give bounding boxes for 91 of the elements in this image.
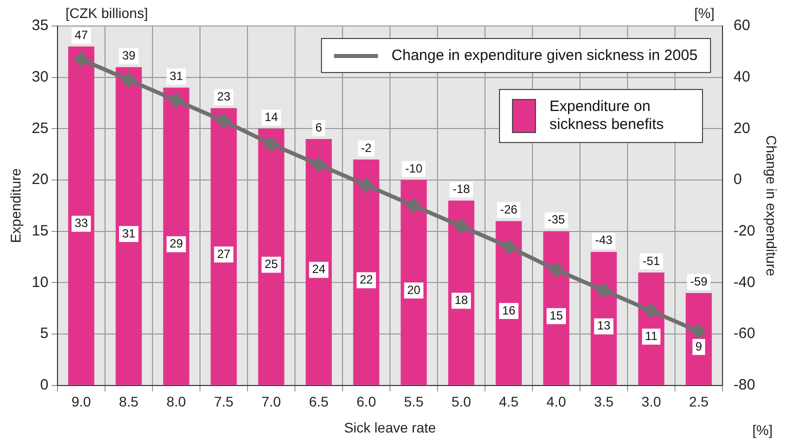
data-label: -59	[690, 274, 708, 288]
y-tick-label: 10	[32, 274, 48, 291]
y-axis-title: Expenditure	[7, 168, 24, 244]
data-label: 20	[407, 282, 421, 297]
x-axis-title: Sick leave rate	[344, 419, 436, 436]
data-label: 33	[74, 216, 88, 230]
x-tick-label: 5.0	[452, 394, 472, 410]
point	[312, 158, 326, 172]
x-tick-label: 9.0	[72, 394, 92, 410]
point	[692, 324, 706, 338]
data-label: 47	[74, 28, 88, 42]
bar	[400, 180, 427, 385]
data-label: -35	[548, 212, 566, 227]
y-tick-label: 5	[40, 325, 48, 342]
data-label: 23	[217, 89, 231, 104]
point	[74, 52, 88, 66]
y2-tick-label: -60	[734, 325, 756, 342]
x-tick-label: 6.0	[356, 394, 376, 410]
point	[122, 72, 136, 87]
legend-label: Expenditure on sickness benefits	[550, 98, 665, 134]
y2-tick-label: -20	[734, 222, 756, 240]
data-label: 13	[597, 318, 611, 333]
data-label: 27	[217, 246, 231, 261]
data-label: 9	[695, 339, 702, 354]
point	[454, 219, 468, 234]
y2-tick-label: 60	[734, 17, 750, 34]
x-tick-label: 8.5	[119, 394, 139, 410]
y2-tick-label: -40	[734, 274, 756, 291]
data-label: 24	[312, 262, 326, 276]
data-label: 15	[550, 308, 564, 322]
data-label: 22	[360, 272, 374, 287]
y2-tick-label: -80	[734, 376, 756, 394]
x-tick-label: 5.5	[404, 394, 424, 410]
bar	[210, 108, 237, 385]
bar	[116, 67, 142, 385]
y-tick-label: 25	[32, 120, 48, 137]
data-label: 6	[315, 120, 322, 134]
legend-label: Change in expenditure given sickness in 2005	[392, 47, 698, 64]
y-tick-label: 30	[32, 68, 48, 86]
point	[216, 114, 231, 128]
bar	[163, 88, 190, 385]
data-label: -10	[405, 161, 423, 176]
y2-tick-label: 20	[734, 120, 750, 137]
data-label: 29	[170, 236, 184, 251]
data-label: -26	[500, 202, 518, 216]
data-label: 11	[645, 328, 658, 343]
legend-box: Change in expenditure given sickness in 2005	[320, 38, 711, 73]
data-label: -43	[595, 233, 613, 248]
point	[264, 137, 278, 152]
x-tick-label: 3.5	[594, 394, 614, 410]
x-tick-label: 4.5	[499, 394, 519, 410]
point	[596, 283, 611, 298]
x-tick-label: 4.0	[546, 394, 566, 410]
text: [%]	[694, 4, 715, 21]
text: [%]	[752, 422, 773, 438]
x-tick-label: 2.5	[689, 394, 709, 410]
data-label: 14	[264, 110, 278, 124]
data-label: 18	[454, 293, 468, 308]
data-label: 25	[264, 257, 278, 272]
y2-tick-label: 0	[734, 171, 742, 188]
bar	[258, 128, 284, 385]
point	[502, 240, 516, 254]
data-label: 31	[122, 226, 136, 240]
point	[406, 198, 421, 213]
legend-box: Expenditure on sickness benefits	[498, 89, 703, 143]
bar	[306, 138, 332, 385]
bar	[68, 46, 94, 385]
point	[169, 93, 184, 108]
data-label: -18	[452, 182, 470, 196]
x-tick-label: 3.0	[642, 394, 662, 410]
y-tick-label: 0	[40, 376, 48, 394]
data-label: 39	[122, 48, 136, 62]
bar	[353, 159, 380, 385]
point	[549, 262, 564, 277]
y-tick-label: 35	[32, 17, 48, 34]
x-tick-label: 7.5	[214, 394, 234, 410]
data-label: 16	[502, 303, 516, 318]
x-tick-label: 7.0	[262, 394, 282, 410]
point	[359, 178, 374, 192]
y-tick-label: 20	[32, 171, 48, 188]
y-tick-label: 15	[32, 222, 48, 240]
y2-axis-title: Change in expenditure	[764, 135, 780, 276]
x-tick-label: 8.0	[166, 394, 186, 410]
data-label: 31	[170, 68, 184, 83]
point	[644, 304, 658, 318]
data-label: -51	[642, 254, 660, 268]
text: [CZK billions]	[65, 4, 148, 21]
bar	[448, 200, 474, 385]
data-label: -2	[360, 140, 372, 155]
x-tick-label: 6.5	[309, 394, 329, 410]
y2-tick-label: 40	[734, 68, 750, 86]
